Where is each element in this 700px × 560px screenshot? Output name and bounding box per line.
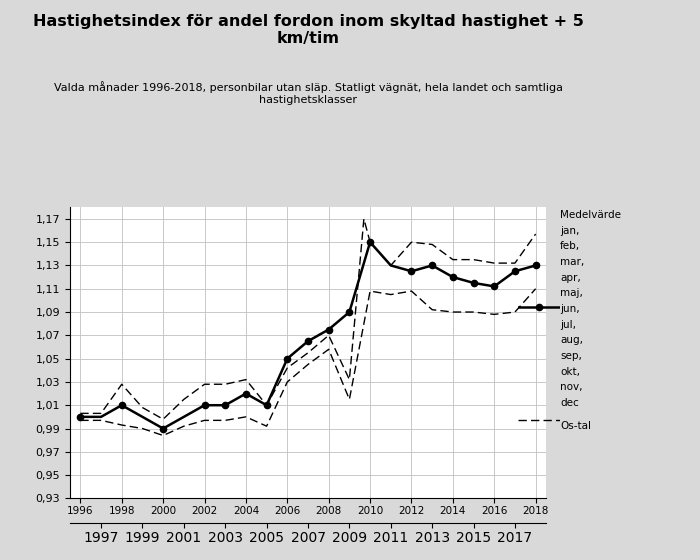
Text: jul,: jul,: [560, 320, 576, 330]
Text: sep,: sep,: [560, 351, 582, 361]
Text: apr,: apr,: [560, 273, 581, 283]
Text: Medelvärde: Medelvärde: [560, 210, 621, 220]
Text: Hastighetsindex för andel fordon inom skyltad hastighet + 5
km/tim: Hastighetsindex för andel fordon inom sk…: [33, 14, 583, 46]
Text: dec: dec: [560, 398, 579, 408]
Text: mar,: mar,: [560, 257, 584, 267]
Text: jan,: jan,: [560, 226, 580, 236]
Text: jun,: jun,: [560, 304, 580, 314]
Text: Os-tal: Os-tal: [560, 421, 591, 431]
Text: nov,: nov,: [560, 382, 582, 393]
Text: maj,: maj,: [560, 288, 583, 298]
Text: Valda månader 1996-2018, personbilar utan släp. Statligt vägnät, hela landet och: Valda månader 1996-2018, personbilar uta…: [53, 81, 563, 105]
Text: aug,: aug,: [560, 335, 583, 346]
Text: okt,: okt,: [560, 367, 580, 377]
Text: feb,: feb,: [560, 241, 580, 251]
